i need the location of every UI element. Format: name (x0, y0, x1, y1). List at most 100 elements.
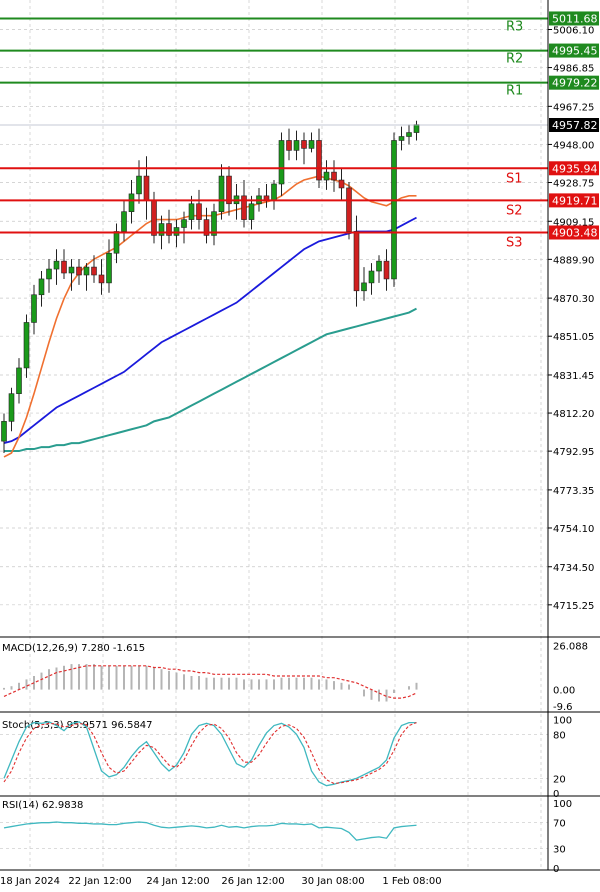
candle-body (151, 199, 157, 236)
ma20-line (3, 175, 417, 458)
y-tick-label: 4773.35 (553, 486, 594, 497)
candle-body (8, 393, 15, 422)
macd-pane: MACD(12,26,9) 7.280 -1.615 26.088 0.00 -9.… (2, 641, 588, 713)
candle-body (121, 211, 127, 232)
level-price-r2: 4995.45 (552, 45, 598, 58)
candle-body (286, 140, 292, 151)
candle-body (76, 266, 82, 276)
candle-body (203, 219, 210, 236)
y-tick-label: 4909.15 (553, 217, 594, 228)
candle-body (68, 266, 75, 274)
macd-tick-label: -9.6 (553, 702, 573, 713)
y-tick-label: 4986.85 (553, 64, 594, 75)
candle-body (361, 282, 367, 292)
candle-body (316, 140, 322, 181)
x-tick-label: 22 Jan 12:00 (68, 876, 131, 887)
level-name-s1: S1 (506, 171, 523, 186)
stoch-tick-label: 20 (553, 774, 566, 785)
stoch-tick-label: 0 (553, 789, 559, 800)
y-tick-label: 4851.05 (553, 332, 594, 343)
candle-body (83, 266, 90, 276)
candle-body (308, 140, 315, 149)
candle-body (143, 175, 150, 201)
candle-body (353, 231, 360, 292)
rsi-pane: RSI(14) 62.9838 10070300 (0, 799, 572, 875)
price-tag-bg (549, 11, 599, 26)
candle-body (46, 268, 52, 280)
level-name-r1: R1 (506, 84, 523, 99)
candle-body (241, 195, 247, 220)
candle-body (91, 266, 97, 276)
macd-tick-label: 26.088 (553, 641, 588, 652)
time-axis: 18 Jan 2024 22 Jan 12:00 24 Jan 12:00 26 Ja… (0, 876, 442, 887)
rsi-tick-label: 100 (553, 799, 572, 810)
candle-body (106, 252, 112, 284)
rsi-tick-label: 30 (553, 845, 566, 856)
stochastic-label: Stoch(5,3,3) 95.9571 96.5847 (2, 720, 153, 731)
candle-body (346, 187, 352, 232)
candle-body (293, 140, 300, 151)
candle-body (331, 171, 337, 181)
candle-body (173, 227, 180, 236)
x-tick-label: 1 Feb 08:00 (382, 876, 441, 887)
price-tag-bg (549, 193, 599, 208)
stoch-signal-line (3, 722, 417, 785)
level-price-r1: 4979.22 (552, 77, 598, 90)
candle-body (278, 140, 285, 185)
current-price-tag (549, 117, 599, 132)
candle-body (398, 136, 405, 141)
candle-body (16, 367, 22, 394)
level-name-r2: R2 (506, 52, 523, 67)
y-tick-label: 4812.20 (553, 409, 594, 420)
candle-body (211, 211, 217, 236)
y-tick-label: 4734.50 (553, 563, 594, 574)
stoch-tick-label: 80 (553, 730, 566, 741)
y-tick-label: 4928.75 (553, 179, 594, 190)
rsi-label: RSI(14) 62.9838 (2, 800, 83, 811)
level-price-s3: 4903.48 (552, 226, 598, 239)
x-tick-label: 30 Jan 08:00 (301, 876, 364, 887)
price-tag-bg (549, 161, 599, 176)
price-tag-bg (549, 225, 599, 240)
candle-body (376, 260, 382, 272)
macd-signal-line (3, 665, 417, 699)
level-price-s1: 4935.94 (552, 162, 598, 175)
y-tick-label: 5006.10 (553, 25, 594, 36)
level-name-r3: R3 (506, 19, 523, 34)
candle-body (226, 175, 232, 205)
candle-body (1, 421, 7, 442)
level-name-s3: S3 (506, 235, 523, 250)
candle-body (53, 260, 60, 270)
ma50-line (3, 216, 417, 444)
y-tick-label: 4754.10 (553, 524, 594, 535)
candle-body (188, 203, 195, 220)
stoch-tick-label: 100 (553, 716, 572, 727)
candle-body (338, 179, 345, 189)
candle-body (263, 195, 270, 201)
candle-body (136, 175, 142, 195)
candle-body (98, 274, 105, 284)
level-price-s2: 4919.71 (552, 194, 598, 207)
y-tick-label: 4792.95 (553, 447, 594, 458)
y-tick-label: 4870.30 (553, 294, 594, 305)
y-tick-label: 4967.25 (553, 102, 594, 113)
macd-tick-label: 0.00 (553, 686, 575, 697)
y-tick-label: 4948.00 (553, 140, 594, 151)
x-tick-label: 18 Jan 2024 (0, 876, 60, 887)
stochastic-pane: Stoch(5,3,3) 95.9571 96.5847 100 80 20 0 (0, 716, 572, 800)
candle-body (301, 140, 307, 149)
macd-label: MACD(12,26,9) 7.280 -1.615 (2, 643, 145, 654)
price-tag-bg (549, 75, 599, 90)
candle-body (413, 124, 420, 133)
candle-body (323, 171, 330, 181)
x-tick-label: 26 Jan 12:00 (221, 876, 284, 887)
candle-body (368, 270, 375, 284)
y-tick-label: 4715.25 (553, 601, 594, 612)
candle-body (391, 140, 397, 280)
candle-body (248, 203, 255, 220)
price-pane: 5006.10 4986.85 4967.25 4948.00 4928.75 4909.… (0, 0, 599, 870)
candle-body (61, 260, 67, 274)
candle-body (158, 223, 165, 236)
y-tick-label: 4889.90 (553, 255, 594, 266)
